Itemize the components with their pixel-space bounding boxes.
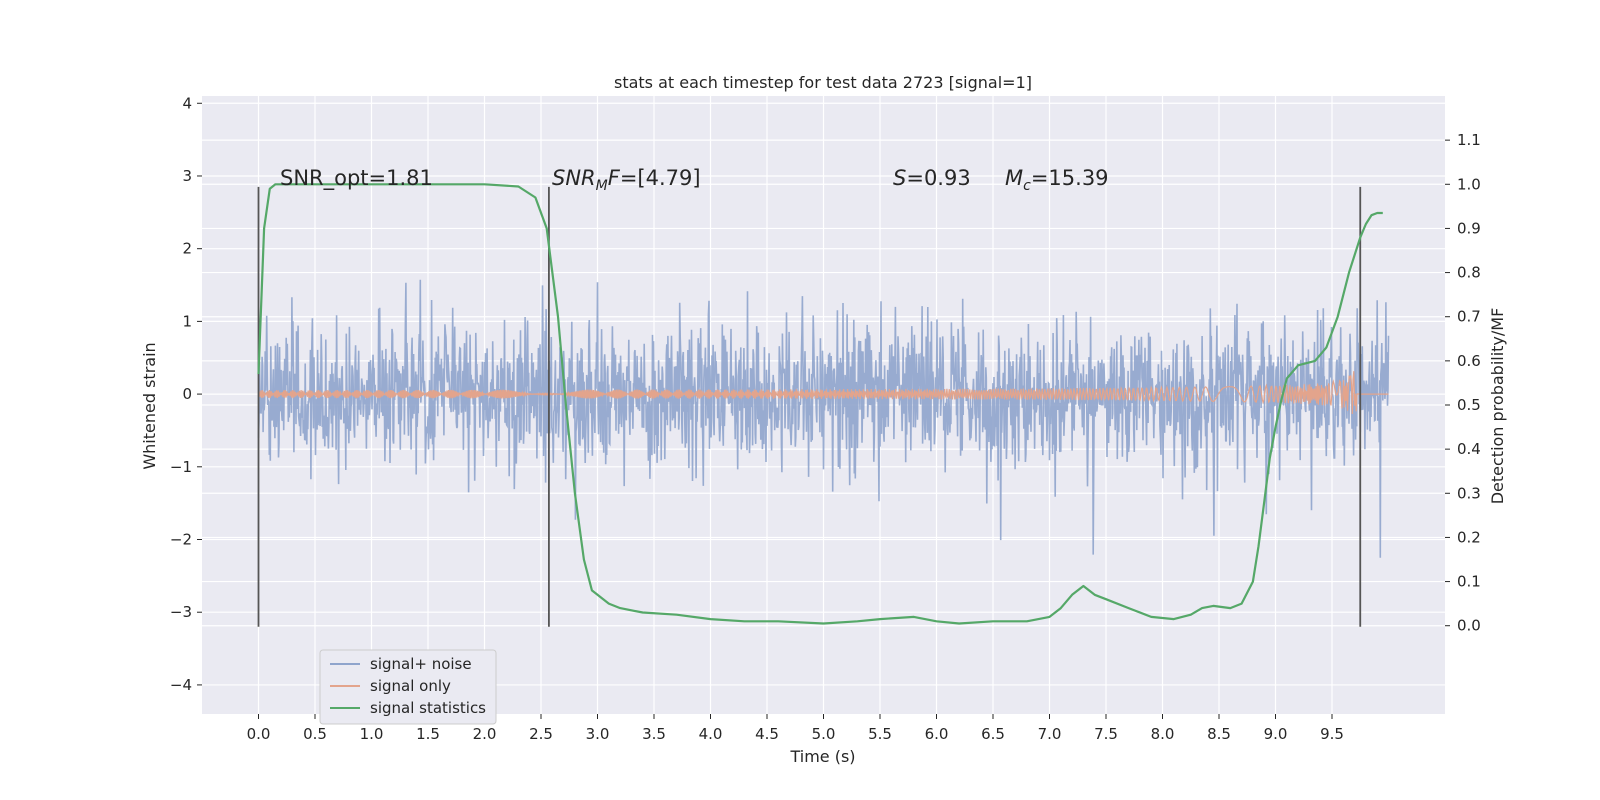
y2-tick-label: 0.1	[1457, 573, 1481, 591]
y-tick-label: −3	[170, 603, 192, 621]
y2-tick-label: 1.1	[1457, 131, 1481, 149]
y2-tick-label: 1.0	[1457, 175, 1481, 193]
y2-tick-label: 0.5	[1457, 396, 1481, 414]
x-tick-label: 0.0	[247, 725, 271, 743]
signal-only-series	[257, 371, 1389, 415]
noise-trace	[257, 279, 1390, 558]
x-tick-label: 8.5	[1207, 725, 1231, 743]
signal-statistics-line	[257, 183, 1383, 625]
y2-tick-label: 0.3	[1457, 484, 1481, 502]
x-tick-label: 1.0	[360, 725, 384, 743]
x-axis-ticks: 0.0 0.5 1.0 1.5 2.0 2.5 3.0 3.5 4.0 4.5 5.0 5.5 6.0 6…	[247, 714, 1344, 743]
signal-noise-series	[257, 279, 1390, 558]
vertical-markers	[257, 186, 1362, 627]
x-tick-label: 4.0	[699, 725, 723, 743]
legend-box	[319, 649, 497, 725]
legend-label-signal: signal only	[370, 677, 451, 695]
y-tick-label: 0	[182, 385, 192, 403]
x-tick-label: 7.0	[1038, 725, 1062, 743]
y-tick-label: −1	[170, 458, 192, 476]
y2-tick-label: 0.6	[1457, 352, 1481, 370]
y2-tick-label: 0.0	[1457, 617, 1481, 635]
y-tick-label: 2	[182, 240, 192, 258]
y2-axis-label: Detection probability/MF	[1488, 308, 1507, 505]
signal-only-trace	[257, 371, 1389, 415]
chart-title: stats at each timestep for test data 272…	[614, 73, 1032, 92]
x-tick-label: 8.0	[1151, 725, 1175, 743]
x-tick-label: 1.5	[416, 725, 440, 743]
y2-axis-ticks: 0.0 0.1 0.2 0.3 0.4 0.5 0.6 0.7 0.8 0.9 1.0 1.1	[1445, 131, 1481, 635]
y-tick-label: −4	[170, 676, 192, 694]
signal-statistics-series	[257, 183, 1383, 625]
x-tick-label: 7.5	[1094, 725, 1118, 743]
x-tick-label: 9.0	[1264, 725, 1288, 743]
x-tick-label: 6.5	[981, 725, 1005, 743]
legend-label-noise: signal+ noise	[370, 655, 472, 673]
y-tick-label: −2	[170, 531, 192, 549]
x-tick-label: 2.5	[529, 725, 553, 743]
x-tick-label: 3.5	[642, 725, 666, 743]
x-tick-label: 5.0	[812, 725, 836, 743]
annotation-chirp-mass: Mc=15.39	[1005, 166, 1109, 194]
y2-tick-label: 0.7	[1457, 308, 1481, 326]
legend-label-stats: signal statistics	[370, 699, 486, 717]
y-tick-label: 1	[182, 312, 192, 330]
y2-tick-label: 0.4	[1457, 440, 1481, 458]
y-tick-label: 3	[182, 167, 192, 185]
x-tick-label: 9.5	[1320, 725, 1344, 743]
annotation-snr-mf: SNRMF=[4.79]	[552, 166, 701, 194]
annotation-snr-opt: SNR_opt=1.81	[280, 166, 433, 191]
y2-tick-label: 0.2	[1457, 528, 1481, 546]
x-tick-label: 6.0	[925, 725, 949, 743]
x-tick-label: 2.0	[473, 725, 497, 743]
x-tick-label: 5.5	[868, 725, 892, 743]
y-tick-label: 4	[182, 94, 192, 112]
y-axis-ticks: −4 −3 −2 −1 0 1 2 3 4	[170, 94, 202, 694]
x-axis-label: Time (s)	[789, 747, 855, 766]
y2-tick-label: 0.9	[1457, 219, 1481, 237]
annotation-s-stat: S=0.93	[893, 166, 971, 190]
x-tick-label: 3.0	[586, 725, 610, 743]
y-axis-label: Whitened strain	[140, 342, 159, 469]
legend: signal+ noise signal only signal statist…	[319, 649, 497, 725]
x-tick-label: 4.5	[755, 725, 779, 743]
y2-tick-label: 0.8	[1457, 264, 1481, 282]
x-tick-label: 0.5	[303, 725, 327, 743]
